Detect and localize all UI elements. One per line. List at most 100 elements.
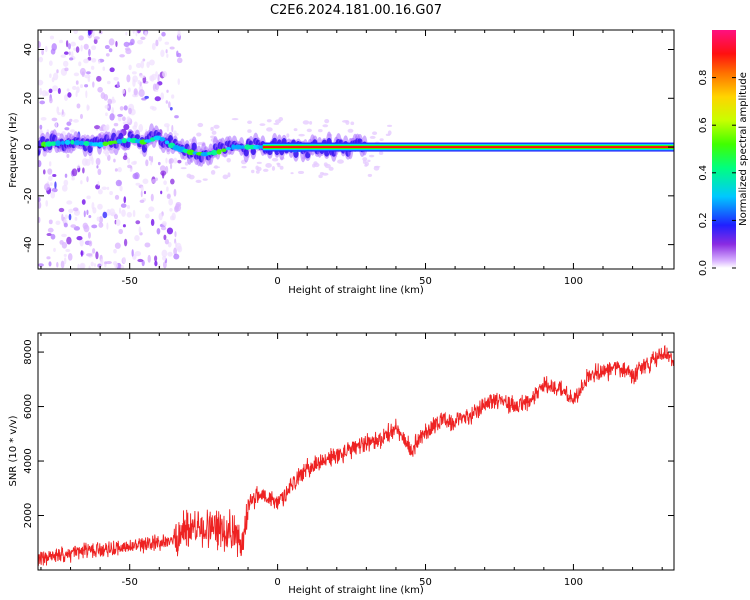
snr-axes: -50 0 50 100 2000 4000 6000 8000 xyxy=(23,333,674,588)
heatmap-noise-cell xyxy=(83,210,86,218)
heatmap-noise-cell xyxy=(148,206,155,212)
heatmap-noise-cell xyxy=(130,38,135,46)
heatmap-noise-cell xyxy=(123,238,128,247)
spectrogram-ylabel: Frequency (Hz) xyxy=(8,112,19,188)
heatmap-noise-cell xyxy=(142,178,149,185)
heatmap-noise-cell xyxy=(82,167,85,174)
heatmap-core-cell xyxy=(134,134,140,140)
heatmap-noise-cell xyxy=(160,190,163,195)
heatmap-noise-cell xyxy=(174,231,177,238)
heatmap-noise-cell xyxy=(259,123,266,127)
heatmap-noise-cell xyxy=(88,240,93,247)
heatmap-noise-cell xyxy=(322,124,329,128)
heatmap-noise-cell xyxy=(367,159,371,163)
heatmap-noise-cell xyxy=(48,161,52,167)
heatmap-noise-cell xyxy=(64,214,68,220)
heatmap-noise-cell xyxy=(57,112,61,116)
heatmap-noise-cell xyxy=(109,208,116,217)
heatmap-noise-cell xyxy=(68,208,74,213)
heatmap-noise-cell xyxy=(76,235,83,241)
heatmap-noise-cell xyxy=(122,121,129,125)
colorbar-label: Normalized spectral amplitude xyxy=(738,72,749,226)
heatmap-noise-cell xyxy=(313,161,318,166)
heatmap-noise-cell xyxy=(109,113,115,121)
heatmap-noise-cell xyxy=(42,169,46,175)
heatmap-noise-cell xyxy=(136,39,144,45)
heatmap-noise-cell xyxy=(66,88,70,92)
heatmap-noise-cell xyxy=(171,212,176,221)
heatmap-noise-cell xyxy=(70,129,75,133)
heatmap-noise-cell xyxy=(175,241,178,248)
spectrogram-ytick-label: 40 xyxy=(23,43,34,56)
heatmap-noise-cell xyxy=(55,220,61,225)
heatmap-noise-cell xyxy=(91,157,94,166)
spectrogram-xtick-label: -50 xyxy=(122,276,138,287)
spectrogram-ytick-label: 20 xyxy=(23,92,34,105)
heatmap-noise-cell xyxy=(293,128,298,132)
snr-ytick-label: 8000 xyxy=(23,339,34,364)
heatmap-noise-cell xyxy=(138,89,145,98)
snr-panel: -50 0 50 100 2000 4000 6000 8000 Height of stra… xyxy=(8,332,675,596)
heatmap-noise-cell xyxy=(170,178,175,185)
heatmap-noise-cell xyxy=(78,35,84,41)
heatmap-noise-cell xyxy=(66,236,72,245)
heatmap-noise-cell xyxy=(195,179,202,184)
heatmap-noise-cell xyxy=(81,158,88,166)
heatmap-noise-cell xyxy=(46,256,51,260)
heatmap-noise-cell xyxy=(97,86,103,93)
heatmap-bright-cell xyxy=(97,141,104,148)
heatmap-noise-cell xyxy=(40,117,47,121)
heatmap-bright-cell xyxy=(231,144,236,150)
heatmap-noise-cell xyxy=(61,213,64,222)
heatmap-noise-cell xyxy=(68,51,71,56)
heatmap-noise-cell xyxy=(86,176,89,183)
heatmap-noise-cell xyxy=(160,170,167,176)
heatmap-noise-cell xyxy=(107,98,113,105)
heatmap-noise-cell xyxy=(197,142,204,146)
heatmap-bright-cell xyxy=(159,137,166,142)
heatmap-noise-cell xyxy=(77,263,80,269)
heatmap-noise-cell xyxy=(154,255,158,262)
heatmap-noise-cell xyxy=(140,36,146,41)
heatmap-noise-cell xyxy=(213,165,219,169)
heatmap-noise-cell xyxy=(51,43,57,51)
heatmap-noise-cell xyxy=(162,70,168,78)
heatmap-noise-cell xyxy=(302,120,310,125)
spectrogram-content xyxy=(38,30,674,269)
heatmap-noise-cell xyxy=(66,121,72,126)
heatmap-noise-cell xyxy=(83,58,89,64)
heatmap-noise-cell xyxy=(180,167,187,170)
heatmap-noise-cell xyxy=(222,174,229,180)
heatmap-noise-cell xyxy=(157,74,160,83)
heatmap-noise-cell xyxy=(120,264,124,269)
heatmap-bright-cell xyxy=(49,141,57,146)
snr-xtick-label: 50 xyxy=(419,577,432,588)
heatmap-noise-cell xyxy=(132,209,136,218)
heatmap-noise-cell xyxy=(123,123,130,131)
heatmap-noise-cell xyxy=(166,227,174,235)
heatmap-bright-cell xyxy=(164,140,170,145)
heatmap-noise-cell xyxy=(122,116,126,122)
heatmap-noise-cell xyxy=(80,44,83,52)
heatmap-noise-cell xyxy=(137,79,141,85)
heatmap-noise-cell xyxy=(91,224,98,229)
heatmap-noise-cell xyxy=(73,30,79,35)
heatmap-noise-cell xyxy=(39,87,43,96)
spectrogram-xtick-label: 100 xyxy=(564,276,583,287)
heatmap-noise-cell xyxy=(80,249,83,257)
heatmap-noise-cell xyxy=(108,38,115,46)
heatmap-noise-cell xyxy=(328,166,334,171)
heatmap-noise-cell xyxy=(173,157,178,164)
heatmap-noise-cell xyxy=(210,126,214,131)
heatmap-noise-cell xyxy=(176,245,183,253)
heatmap-noise-cell xyxy=(60,260,65,269)
heatmap-noise-cell xyxy=(63,222,68,228)
heatmap-noise-cell xyxy=(75,80,79,85)
heatmap-noise-cell xyxy=(263,168,269,172)
heatmap-noise-cell xyxy=(84,84,89,88)
heatmap-noise-cell xyxy=(95,251,99,260)
heatmap-noise-cell xyxy=(126,205,131,209)
heatmap-noise-cell xyxy=(150,218,155,226)
heatmap-noise-cell xyxy=(119,106,124,111)
heatmap-noise-cell xyxy=(167,251,173,257)
